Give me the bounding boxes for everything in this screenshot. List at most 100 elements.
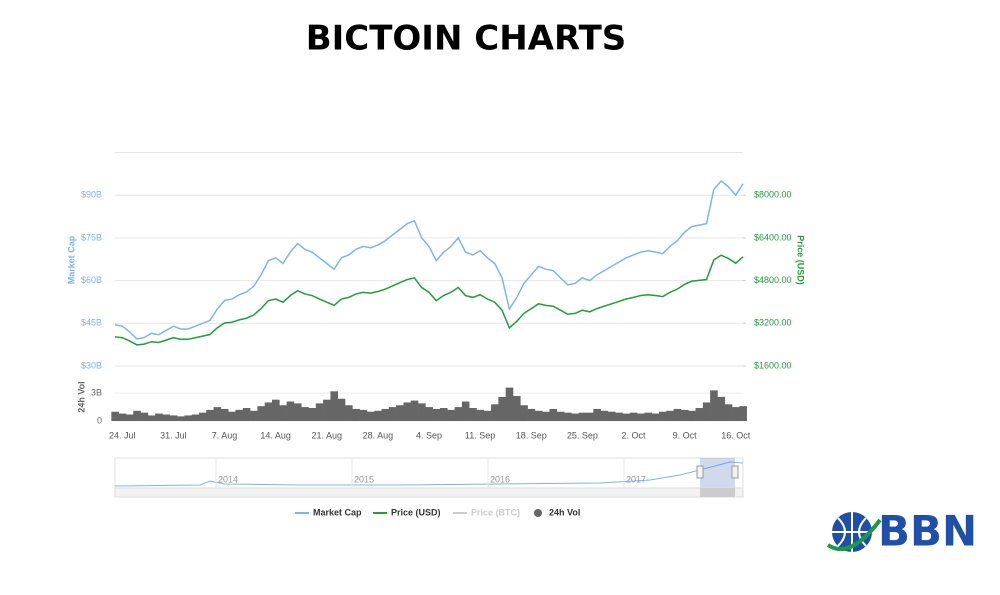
navigator-handle[interactable] [696,465,704,479]
volume-bar [366,411,375,421]
volume-bar [272,399,280,421]
volume-bar [542,411,550,421]
volume-bar [293,403,302,421]
volume-bar [323,399,331,421]
volume-bar [425,407,433,421]
y2-tick-label: $8000.00 [754,190,792,200]
y2-tick-label: $1600.00 [754,360,792,370]
volume-bar [571,413,579,421]
volume-bar [534,410,543,421]
volume-bar [695,408,704,421]
volume-bar [491,404,499,421]
volume-bar [556,411,565,421]
volume-bar [403,402,412,421]
y-tick-label: $75B [81,232,102,242]
navigator-handle[interactable] [731,465,739,479]
volume-bar [447,409,455,421]
volume-bar [337,398,346,421]
scrollbar[interactable] [114,487,744,498]
volume-bar [330,391,339,421]
volume-bar [578,412,587,421]
volume-bar [125,414,134,421]
volume-bar [724,404,733,421]
volume-bar [133,410,141,421]
volume-bar [264,402,273,421]
volume-bar [739,406,747,421]
volume-bar [564,412,572,421]
volume-bar [206,409,214,421]
volume-bar [659,411,667,421]
y3-tick-label: 3B [91,388,102,398]
volume-bar [198,412,207,421]
legend-label[interactable]: 24h Vol [549,507,580,517]
legend-swatch[interactable] [534,509,542,517]
volume-bar [454,407,463,421]
volume-bar [498,396,506,421]
legend-label[interactable]: Price (USD) [391,507,441,517]
y2-axis-title: Price (USD) [796,235,806,285]
y2-tick-label: $3200.00 [754,318,792,328]
y3-tick-label: 0 [97,415,102,425]
volume-bar [315,403,324,421]
navigator-label: 2016 [490,474,510,484]
volume-bar [622,413,631,421]
logo-swoosh [826,518,882,551]
x-tick-label: 24. Jul [109,430,136,440]
y-tick-label: $90B [81,190,102,200]
volume-bar [476,409,485,421]
volume-bar [651,413,660,421]
volume-bar [732,407,740,421]
x-tick-label: 14. Aug [260,430,291,440]
volume-bar [308,408,317,421]
navigator[interactable] [114,457,744,489]
volume-bar [220,408,229,421]
navigator-label: 2015 [354,474,374,484]
volume-bar [549,408,558,421]
volume-bar [381,408,390,421]
volume-bar [155,413,163,421]
x-tick-label: 4. Sep [416,430,442,440]
legend-label[interactable]: Market Cap [313,507,362,517]
legend-label[interactable]: Price (BTC) [471,507,520,517]
volume-bar [644,412,653,421]
volume-bar [345,405,353,421]
x-tick-label: 9. Oct [673,430,698,440]
volume-bar [688,410,696,421]
y2-tick-label: $6400.00 [754,232,792,242]
volume-bar [242,408,251,421]
volume-bar [637,413,645,421]
volume-bar [702,402,711,421]
volume-bar [410,400,419,421]
logo: BBN [826,507,977,556]
y-tick-label: $45B [81,318,102,328]
volume-bar [461,401,470,421]
volume-bar [717,396,726,421]
volume-bar [118,413,127,421]
volume-bar [279,405,287,421]
volume-bar [680,409,689,421]
volume-bar [512,395,521,421]
volume-bar [352,408,360,421]
scrollbar-thumb[interactable] [700,488,735,497]
logo-grid [832,512,872,552]
volume-bar [593,408,601,421]
volume-bar [359,409,368,421]
x-tick-label: 2. Oct [621,430,646,440]
volume-bar [250,410,258,421]
volume-bar [111,411,119,421]
volume-bar [527,408,536,421]
navigator-selection[interactable] [700,458,735,488]
volume-bar [615,412,623,421]
volume-bar [666,410,674,421]
volume-bar [388,407,397,421]
series-line [114,254,744,346]
x-tick-label: 7. Aug [212,430,238,440]
volume-bar [600,410,609,421]
page-title: BICTOIN CHARTS [306,19,627,59]
volume-bar [140,412,149,421]
volume-bar [710,390,718,421]
logo-text: BBN [878,507,977,556]
navigator-line [114,461,744,487]
volume-bar [520,405,528,421]
